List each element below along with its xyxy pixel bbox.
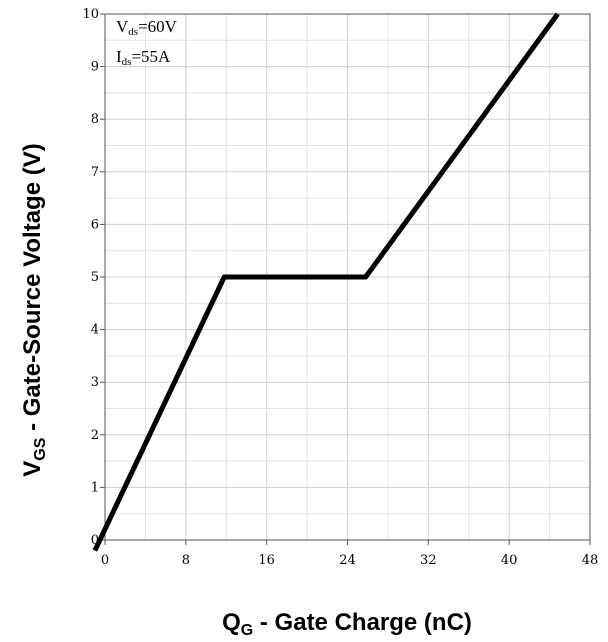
y-tick-label: 7	[91, 165, 99, 180]
y-tick-label: 6	[91, 217, 99, 232]
y-tick-label: 3	[91, 375, 99, 390]
y-tick-label: 9	[91, 60, 99, 75]
y-tick-label: 2	[91, 428, 99, 443]
annotation-vds: Vds=60V	[116, 17, 178, 38]
x-tick-label: 32	[420, 553, 437, 568]
x-tick-label: 48	[582, 553, 599, 568]
x-tick-label: 24	[339, 553, 356, 568]
y-tick-label: 5	[91, 270, 99, 285]
y-axis-title: VGS - Gate-Source Voltage (V)	[19, 143, 49, 476]
y-tick-label: 0	[91, 533, 99, 548]
x-tick-label: 40	[501, 553, 518, 568]
x-tick-label: 0	[101, 553, 109, 568]
y-tick-label: 10	[82, 7, 99, 22]
y-tick-labels: 0 1 2 3 4 5 6 7 8 9 10	[82, 7, 105, 548]
x-tick-labels: 0 8 16 24 32 40 48	[101, 540, 598, 568]
y-tick-label: 4	[91, 323, 99, 338]
y-tick-label: 8	[91, 112, 99, 127]
x-tick-label: 16	[258, 553, 275, 568]
x-axis-title: QG - Gate Charge (nC)	[222, 609, 472, 639]
series-line-vgs	[92, 12, 560, 552]
y-tick-label: 1	[91, 480, 99, 495]
x-tick-label: 8	[182, 553, 190, 568]
annotation-ids: Ids=55A	[116, 47, 171, 68]
data-series	[92, 12, 560, 552]
